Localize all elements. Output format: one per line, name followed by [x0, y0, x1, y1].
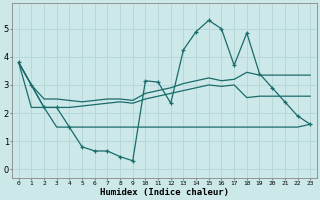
X-axis label: Humidex (Indice chaleur): Humidex (Indice chaleur) — [100, 188, 229, 197]
